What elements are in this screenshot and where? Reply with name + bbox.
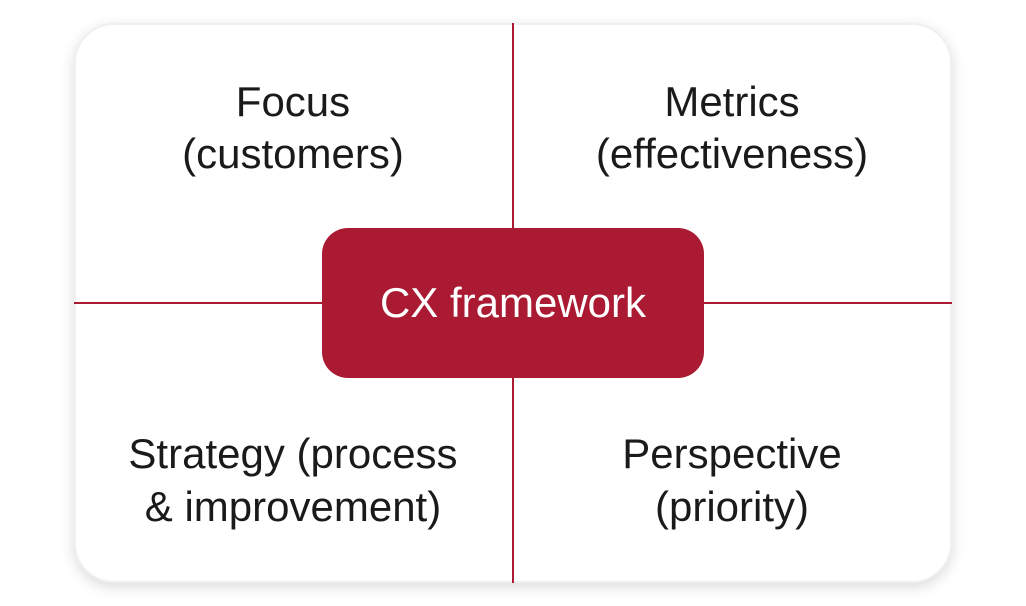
quadrant-br-line1: Perspective (622, 428, 841, 481)
quadrant-bottom-right: Perspective (priority) (512, 378, 952, 583)
quadrant-tr-line1: Metrics (596, 76, 868, 129)
quadrant-top-right: Metrics (effectiveness) (512, 23, 952, 233)
quadrant-br-line2: (priority) (622, 481, 841, 534)
center-badge: CX framework (322, 228, 704, 378)
quadrant-tr-line2: (effectiveness) (596, 128, 868, 181)
quadrant-tl-line2: (customers) (182, 128, 404, 181)
quadrant-tl-line1: Focus (182, 76, 404, 129)
quadrant-bl-line2: & improvement) (128, 481, 457, 534)
quadrant-bottom-left: Strategy (process & improvement) (74, 378, 512, 583)
center-label: CX framework (380, 279, 646, 327)
diagram-stage: Focus (customers) Metrics (effectiveness… (0, 0, 1026, 606)
quadrant-bl-line1: Strategy (process (128, 428, 457, 481)
quadrant-top-left: Focus (customers) (74, 23, 512, 233)
